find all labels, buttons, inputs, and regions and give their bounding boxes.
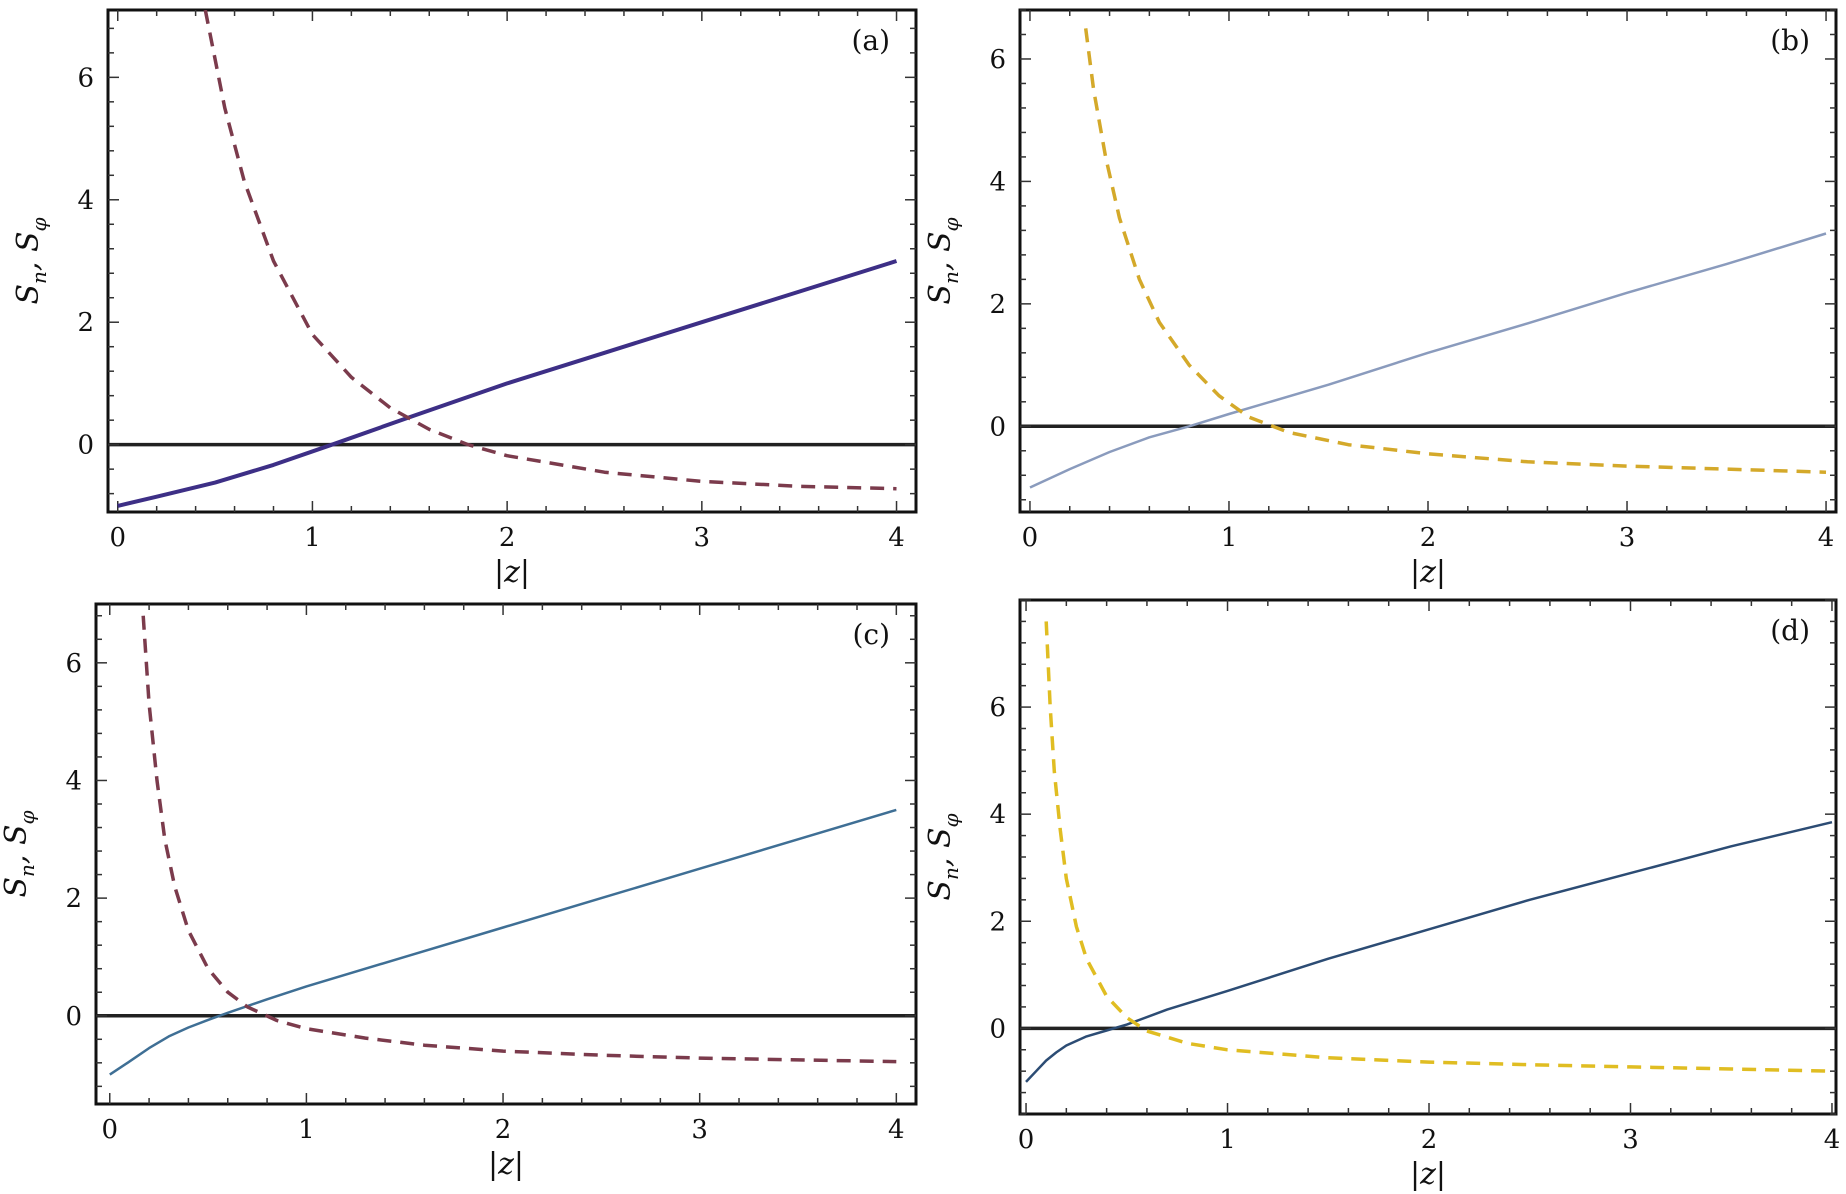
tick-marks: [1020, 9, 1836, 512]
x-axis-label: |z|: [1410, 555, 1446, 590]
series-s-phi-dashed: [1044, 621, 1833, 1073]
series-s-phi-dashed: [1083, 28, 1827, 474]
y-tick-label: 2: [989, 907, 1006, 937]
y-label-sub2: φ: [939, 217, 963, 231]
panel-label: (d): [1770, 614, 1810, 647]
x-tick-label: 0: [1018, 1125, 1035, 1155]
x-tick-label: 4: [888, 523, 905, 553]
y-tick-labels: 0 2 4 6: [65, 649, 82, 1032]
panel-c: 0 1 2 3 4 0 2 4 6 (c) |z| Sn, Sφ: [0, 602, 918, 1182]
y-tick-label: 4: [77, 186, 94, 216]
y-axis-label: Sn, Sφ: [923, 217, 963, 304]
y-label-sub2: φ: [939, 813, 963, 827]
y-tick-labels: 0 2 4 6: [77, 63, 94, 460]
y-tick-label: 2: [77, 308, 94, 338]
y-tick-label: 0: [65, 1002, 82, 1032]
x-tick-label: 1: [304, 523, 321, 553]
x-tick-label: 2: [499, 523, 516, 553]
x-tick-label: 0: [1022, 523, 1039, 553]
series-s-phi-dashed: [141, 615, 897, 1064]
y-tick-label: 6: [989, 693, 1006, 723]
y-axis-label: Sn, Sφ: [923, 813, 963, 900]
y-label-s1: S: [923, 880, 958, 901]
plot-frame: [94, 602, 918, 1106]
tick-marks: [1020, 599, 1836, 1115]
x-tick-label: 3: [691, 1115, 708, 1145]
y-label-sep: ,: [923, 252, 958, 271]
y-tick-label: 4: [989, 800, 1006, 830]
x-tick-label: 2: [1420, 523, 1437, 553]
y-label-sep: ,: [11, 252, 46, 271]
x-tick-labels: 0 1 2 3 4: [1018, 1125, 1840, 1155]
x-tick-label: 3: [1619, 523, 1636, 553]
series-layer: [109, 615, 897, 1076]
y-label-s1: S: [11, 284, 46, 305]
x-tick-label: 4: [1818, 523, 1835, 553]
x-tick-label: 3: [694, 523, 711, 553]
x-tick-label: 0: [109, 523, 126, 553]
x-tick-label: 1: [298, 1115, 315, 1145]
y-tick-label: 4: [65, 766, 82, 796]
series-s-n-solid: [109, 808, 897, 1076]
panel-label: (c): [852, 618, 890, 651]
y-label-s2: S: [11, 231, 46, 252]
x-axis-label: |z|: [488, 1147, 524, 1182]
y-tick-label: 2: [65, 884, 82, 914]
x-tick-label: 2: [1421, 1125, 1438, 1155]
panel-b: 0 1 2 3 4 0 2 4 6 (b) |z| Sn, Sφ: [923, 8, 1838, 590]
y-tick-label: 0: [77, 431, 94, 461]
panel-label: (b): [1770, 24, 1810, 57]
y-tick-label: 2: [989, 290, 1006, 320]
y-tick-label: 6: [77, 63, 94, 93]
y-label-sub1: n: [27, 271, 51, 284]
y-label-s2: S: [0, 824, 34, 845]
series-s-n-solid: [1025, 820, 1833, 1083]
x-tick-label: 4: [888, 1115, 905, 1145]
y-label-sep: ,: [923, 848, 958, 867]
tick-marks: [108, 10, 916, 512]
y-tick-label: 0: [989, 412, 1006, 442]
x-axis-label: |z|: [494, 555, 530, 590]
y-label-sub1: n: [15, 864, 39, 877]
plot-frame: [106, 8, 918, 514]
y-label-sub1: n: [939, 271, 963, 284]
x-tick-label: 1: [1221, 523, 1238, 553]
y-label-s2: S: [923, 231, 958, 252]
panel-a: 0 1 2 3 4 0 2 4 6 (a) |z| Sn, Sφ: [11, 8, 918, 590]
series-layer: [1029, 28, 1827, 489]
x-tick-labels: 0 1 2 3 4: [1022, 523, 1835, 553]
x-tick-label: 0: [101, 1115, 118, 1145]
x-tick-label: 3: [1622, 1125, 1639, 1155]
y-label-sub1: n: [939, 867, 963, 880]
series-layer: [1025, 621, 1833, 1083]
x-tick-label: 1: [1219, 1125, 1236, 1155]
y-tick-labels: 0 2 4 6: [989, 693, 1006, 1044]
y-axis-label: Sn, Sφ: [11, 217, 51, 304]
panel-d: 0 1 2 3 4 0 2 4 6 (d) |z| Sn, Sφ: [923, 598, 1840, 1192]
y-tick-label: 6: [989, 45, 1006, 75]
y-tick-labels: 0 2 4 6: [989, 45, 1006, 442]
series-layer: [117, 10, 898, 508]
series-s-n-solid: [1029, 232, 1827, 489]
x-tick-labels: 0 1 2 3 4: [109, 523, 904, 553]
x-axis-label: |z|: [1410, 1157, 1446, 1192]
y-label-s2: S: [923, 827, 958, 848]
y-label-sub2: φ: [27, 217, 51, 231]
y-tick-label: 6: [65, 649, 82, 679]
y-label-s1: S: [0, 877, 34, 898]
x-tick-label: 4: [1824, 1125, 1841, 1155]
x-tick-labels: 0 1 2 3 4: [101, 1115, 904, 1145]
y-label-sep: ,: [0, 845, 34, 864]
y-label-s1: S: [923, 284, 958, 305]
y-label-sub2: φ: [15, 810, 39, 824]
tick-marks: [96, 604, 916, 1104]
x-tick-label: 2: [495, 1115, 512, 1145]
y-tick-label: 0: [989, 1014, 1006, 1044]
series-s-phi-dashed: [203, 10, 897, 491]
y-tick-label: 4: [989, 167, 1006, 197]
panel-label: (a): [851, 24, 890, 57]
y-axis-label: Sn, Sφ: [0, 810, 39, 897]
